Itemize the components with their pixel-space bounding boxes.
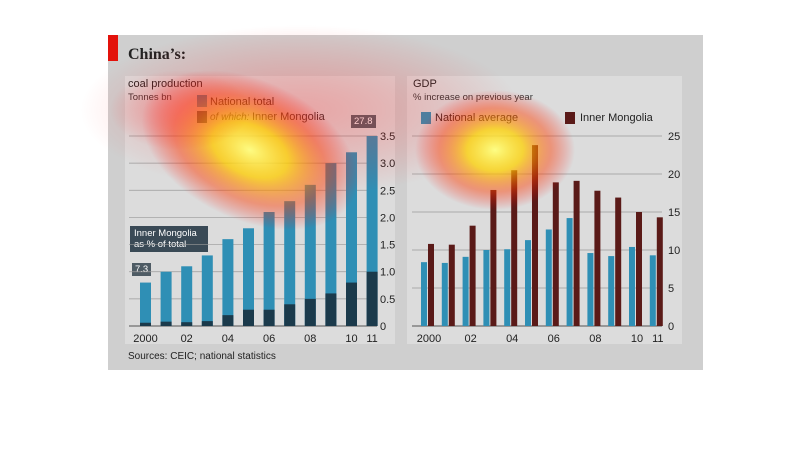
bar-inner-mongolia [304,298,316,326]
bar-inner-mongolia-gdp [490,189,497,326]
y-tick-label: 1.0 [380,267,395,279]
x-tick-label: 2000 [417,333,441,345]
bar-inner-mongolia-gdp [532,145,538,326]
bar-inner-mongolia [346,282,357,326]
bar-national-average [441,262,448,326]
x-tick-label: 10 [345,333,357,345]
bar-national-total [201,255,213,326]
y-tick-label: 1.5 [380,240,395,252]
x-tick-label: 08 [589,333,601,345]
bar-national-average [462,256,469,326]
bar-national-average [483,250,490,326]
x-tick-label: 04 [506,333,518,345]
bar-inner-mongolia [325,293,337,326]
bar-national-average [608,256,615,326]
bar-inner-mongolia [366,271,378,326]
y-tick-label: 2.5 [380,185,395,197]
y-tick-label: 3.5 [380,131,395,143]
bar-inner-mongolia [284,304,296,326]
bar-inner-mongolia [222,315,234,326]
y-tick-label: 0 [380,321,386,333]
bar-national-total [263,212,275,326]
bar-inner-mongolia [181,322,193,326]
bar-national-total [284,201,296,326]
bar-inner-mongolia-gdp [448,244,455,326]
bar-national-average [525,240,531,326]
bar-national-total [366,136,378,326]
y-tick-label: 2.0 [380,212,395,224]
y-tick-label: 5 [668,283,674,295]
x-tick-label: 02 [181,333,193,345]
x-tick-label: 06 [263,333,275,345]
bar-inner-mongolia [263,309,275,326]
bar-inner-mongolia [201,321,213,326]
bar-national-average [566,218,573,326]
bar-national-average [629,246,635,326]
bar-national-total [346,152,357,326]
x-tick-label: 11 [366,333,377,345]
bar-national-total [325,163,337,326]
bar-national-total [243,228,254,326]
x-tick-label: 2000 [133,333,157,345]
share-label-2000: 7.3 [132,263,152,276]
bar-inner-mongolia-gdp [594,190,601,326]
x-tick-label: 08 [304,333,316,345]
source-note: Sources: CEIC; national statistics [128,351,276,362]
bar-national-total [304,184,316,326]
bar-national-average [421,262,427,326]
y-tick-label: 20 [668,169,680,181]
x-tick-label: 06 [548,333,560,345]
bar-inner-mongolia-gdp [511,170,518,326]
bar-inner-mongolia [140,322,151,326]
bar-inner-mongolia-gdp [552,182,559,326]
bar-inner-mongolia-gdp [573,180,580,326]
y-tick-label: 10 [668,245,680,257]
y-tick-label: 15 [668,207,680,219]
bar-national-total [222,239,234,326]
x-tick-label: 11 [652,333,663,345]
bar-national-total [140,282,151,326]
bar-inner-mongolia [243,309,254,326]
legend-inner-mongolia-gdp: Inner Mongolia [580,112,653,124]
bar-national-average [504,249,511,326]
bar-inner-mongolia-gdp [636,212,642,326]
bar-inner-mongolia-gdp [469,225,476,326]
y-tick-label: 3.0 [380,158,395,170]
bar-national-average [587,253,594,326]
x-tick-label: 02 [464,333,476,345]
bar-national-average [545,229,552,326]
bar-national-total [181,266,193,326]
y-tick-label: 0.5 [380,294,395,306]
x-tick-label: 04 [222,333,234,345]
y-tick-label: 0 [668,321,674,333]
bar-inner-mongolia [160,321,172,326]
bar-inner-mongolia-gdp [615,197,622,326]
bar-national-average [649,255,656,326]
bar-inner-mongolia-gdp [656,217,663,326]
bar-inner-mongolia-gdp [428,243,434,326]
bar-national-total [160,271,172,326]
y-tick-label: 25 [668,131,680,143]
x-tick-label: 10 [631,333,643,345]
